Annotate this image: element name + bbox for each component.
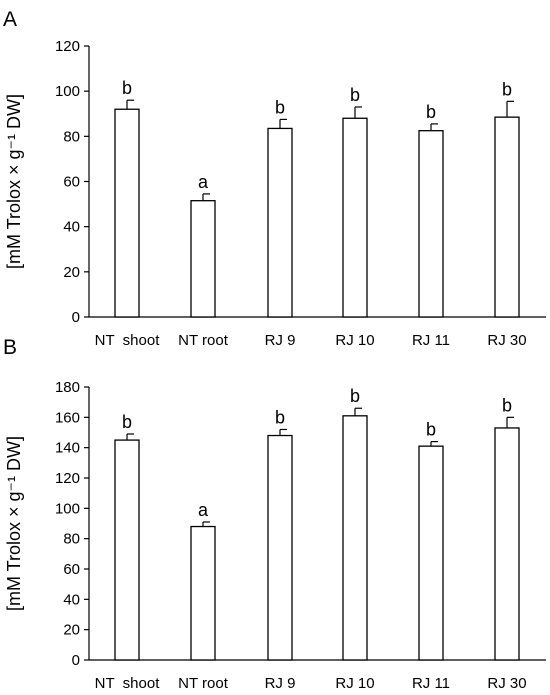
category-label: RJ 10 bbox=[335, 332, 374, 349]
significance-letter: b bbox=[275, 97, 285, 117]
panel-a: A [mM Trolox × g⁻¹ DW] 0 20 40 60 80 100 120 b NT … bbox=[3, 8, 546, 349]
category-label: RJ 30 bbox=[487, 675, 526, 692]
y-tick-label: 120 bbox=[55, 470, 80, 487]
y-tick-label: 100 bbox=[55, 83, 80, 100]
category-label: NT shoot bbox=[95, 332, 161, 349]
y-tick-label: 60 bbox=[63, 561, 80, 578]
significance-letter: b bbox=[275, 407, 285, 427]
y-tick-label: 160 bbox=[55, 409, 80, 426]
y-tick-label: 0 bbox=[72, 309, 80, 326]
category-label: NT shoot bbox=[95, 675, 161, 692]
category-label: RJ 30 bbox=[487, 332, 526, 349]
bar bbox=[494, 427, 520, 661]
category-label: RJ 10 bbox=[335, 675, 374, 692]
y-tick-label: 120 bbox=[55, 38, 80, 55]
significance-letter: b bbox=[122, 412, 132, 432]
bar bbox=[114, 108, 140, 318]
bar bbox=[190, 525, 216, 661]
category-label: RJ 11 bbox=[412, 675, 450, 692]
y-tick-label: 140 bbox=[55, 440, 80, 457]
bar bbox=[418, 445, 444, 661]
panel-b: B [mM Trolox × g⁻¹ DW] 0 20 40 60 80 100 120 140 1… bbox=[3, 336, 546, 692]
y-tick-label: 20 bbox=[63, 622, 80, 639]
significance-letter: b bbox=[350, 386, 360, 406]
y-axis-label: [mM Trolox × g⁻¹ DW] bbox=[4, 436, 24, 611]
significance-letter: b bbox=[502, 395, 512, 415]
y-tick-label: 60 bbox=[63, 174, 80, 191]
y-tick-label: 20 bbox=[63, 264, 80, 281]
y-axis-label: [mM Trolox × g⁻¹ DW] bbox=[4, 94, 24, 269]
y-tick-label: 80 bbox=[63, 531, 80, 548]
category-label: RJ 11 bbox=[412, 332, 450, 349]
bar bbox=[342, 415, 368, 661]
bar bbox=[418, 130, 444, 318]
significance-letter: b bbox=[502, 79, 512, 99]
y-tick-label: 40 bbox=[63, 219, 80, 236]
category-label: RJ 9 bbox=[265, 675, 296, 692]
significance-letter: a bbox=[198, 172, 209, 192]
panel-letter: A bbox=[3, 8, 17, 31]
y-tick-label: 0 bbox=[72, 652, 80, 669]
bar bbox=[267, 434, 293, 661]
category-label: RJ 9 bbox=[265, 332, 296, 349]
bar bbox=[114, 439, 140, 661]
bar bbox=[494, 116, 520, 318]
bar bbox=[190, 200, 216, 318]
significance-letter: b bbox=[426, 102, 436, 122]
bar bbox=[267, 127, 293, 318]
y-tick-label: 80 bbox=[63, 128, 80, 145]
category-label: NT root bbox=[178, 675, 229, 692]
significance-letter: b bbox=[426, 420, 436, 440]
category-label: NT root bbox=[178, 332, 229, 349]
y-tick-label: 180 bbox=[55, 379, 80, 396]
y-tick-label: 100 bbox=[55, 500, 80, 517]
significance-letter: a bbox=[198, 500, 209, 520]
significance-letter: b bbox=[350, 85, 360, 105]
bar bbox=[342, 117, 368, 318]
significance-letter: b bbox=[122, 78, 132, 98]
panel-letter: B bbox=[3, 336, 17, 359]
y-tick-label: 40 bbox=[63, 591, 80, 608]
